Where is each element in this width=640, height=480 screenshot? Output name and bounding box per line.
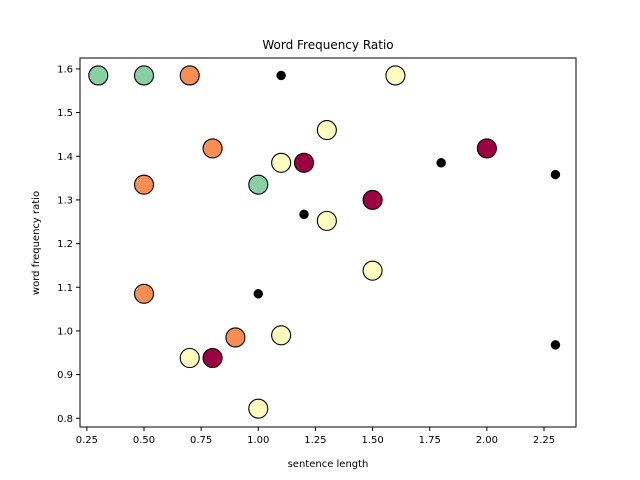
x-tick-label: 0.25	[76, 435, 98, 446]
y-tick-label: 1.1	[57, 283, 73, 294]
y-tick-label: 1.6	[57, 64, 73, 75]
x-tick-label: 0.75	[190, 435, 212, 446]
x-tick-label: 2.25	[533, 435, 555, 446]
plot-area	[88, 65, 561, 419]
y-tick-label: 1.5	[57, 108, 73, 119]
scatter-point-yellow	[271, 325, 292, 346]
scatter-point-yellow	[316, 120, 337, 141]
scatter-point-orange	[202, 138, 223, 159]
y-tick-label: 0.8	[57, 414, 73, 425]
y-axis-ticks: 0.8 0.9 1.0 1.1 1.2 1.3 1.4 1.5 1.6	[57, 64, 80, 425]
x-tick-label: 1.25	[304, 435, 326, 446]
scatter-point-orange	[133, 174, 155, 195]
scatter-point-crimson	[476, 138, 497, 159]
x-axis-label: sentence length	[288, 459, 369, 470]
scatter-point-orange	[133, 283, 155, 304]
x-tick-label: 1.75	[419, 435, 441, 446]
y-tick-label: 1.4	[57, 152, 73, 163]
y-axis-label: word frequency ratio	[31, 191, 42, 295]
y-tick-label: 1.3	[57, 195, 73, 206]
scatter-point-black	[550, 169, 561, 180]
scatter-point-black	[276, 70, 286, 81]
scatter-point-black	[253, 289, 264, 299]
scatter-point-yellow	[316, 210, 337, 231]
x-tick-label: 0.50	[133, 435, 155, 446]
y-tick-label: 1.2	[57, 239, 73, 250]
scatter-point-yellow	[271, 152, 292, 173]
scatter-point-orange	[179, 65, 200, 86]
scatter-point-yellow	[248, 398, 269, 419]
x-axis-ticks: 0.25 0.50 0.75 1.00 1.25 1.50 1.75 2.00 2.25	[76, 427, 555, 446]
scatter-point-crimson	[362, 189, 383, 210]
x-tick-label: 1.50	[361, 435, 383, 446]
scatter-point-crimson	[293, 152, 315, 173]
scatter-point-yellow	[179, 347, 200, 369]
axes-frame	[79, 57, 577, 428]
y-tick-label: 0.9	[57, 370, 73, 381]
scatter-point-green	[88, 65, 109, 86]
scatter-point-orange	[225, 327, 246, 348]
chart-title: Word Frequency Ratio	[262, 38, 393, 52]
scatter-point-black	[550, 340, 561, 350]
x-tick-label: 2.00	[476, 435, 498, 446]
scatter-point-green	[248, 174, 269, 195]
scatter-point-crimson	[202, 347, 223, 369]
y-tick-label: 1.0	[57, 326, 73, 337]
x-tick-label: 1.00	[247, 435, 269, 446]
scatter-point-yellow	[362, 260, 383, 281]
scatter-point-black	[436, 158, 446, 168]
scatter-point-yellow	[385, 65, 406, 86]
scatter-point-black	[299, 209, 309, 220]
scatter-point-green	[133, 65, 155, 86]
